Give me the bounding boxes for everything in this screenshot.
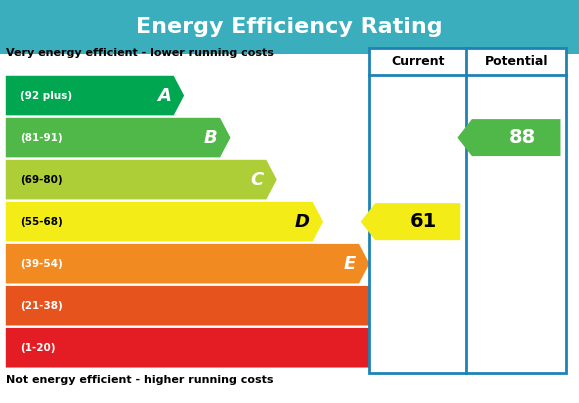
Text: Potential: Potential: [485, 55, 548, 68]
Text: D: D: [295, 213, 310, 231]
Text: (39-54): (39-54): [20, 259, 63, 269]
Text: (92 plus): (92 plus): [20, 91, 72, 101]
Text: G: G: [434, 339, 449, 357]
Polygon shape: [6, 76, 184, 115]
Polygon shape: [6, 286, 416, 326]
Text: Current: Current: [391, 55, 445, 68]
Text: 61: 61: [410, 212, 437, 231]
Text: Energy Efficiency Rating: Energy Efficiency Rating: [136, 17, 443, 37]
Polygon shape: [6, 202, 323, 241]
Polygon shape: [457, 119, 560, 156]
Text: (55-68): (55-68): [20, 217, 63, 226]
Polygon shape: [6, 118, 230, 158]
Text: A: A: [157, 87, 171, 104]
Text: Not energy efficient - higher running costs: Not energy efficient - higher running co…: [6, 375, 273, 385]
Polygon shape: [6, 328, 462, 368]
Text: (1-20): (1-20): [20, 343, 56, 353]
Text: 88: 88: [508, 128, 536, 147]
Polygon shape: [361, 203, 460, 240]
Text: Very energy efficient - lower running costs: Very energy efficient - lower running co…: [6, 48, 274, 58]
Text: B: B: [203, 129, 217, 147]
Polygon shape: [6, 160, 277, 199]
Polygon shape: [6, 244, 369, 283]
Text: (21-38): (21-38): [20, 301, 63, 311]
Bar: [369, 48, 566, 373]
Text: (69-80): (69-80): [20, 174, 63, 185]
Text: C: C: [250, 170, 263, 189]
Text: F: F: [390, 297, 402, 315]
Bar: [0, 0, 579, 54]
Text: (81-91): (81-91): [20, 133, 63, 143]
Text: E: E: [344, 255, 356, 273]
